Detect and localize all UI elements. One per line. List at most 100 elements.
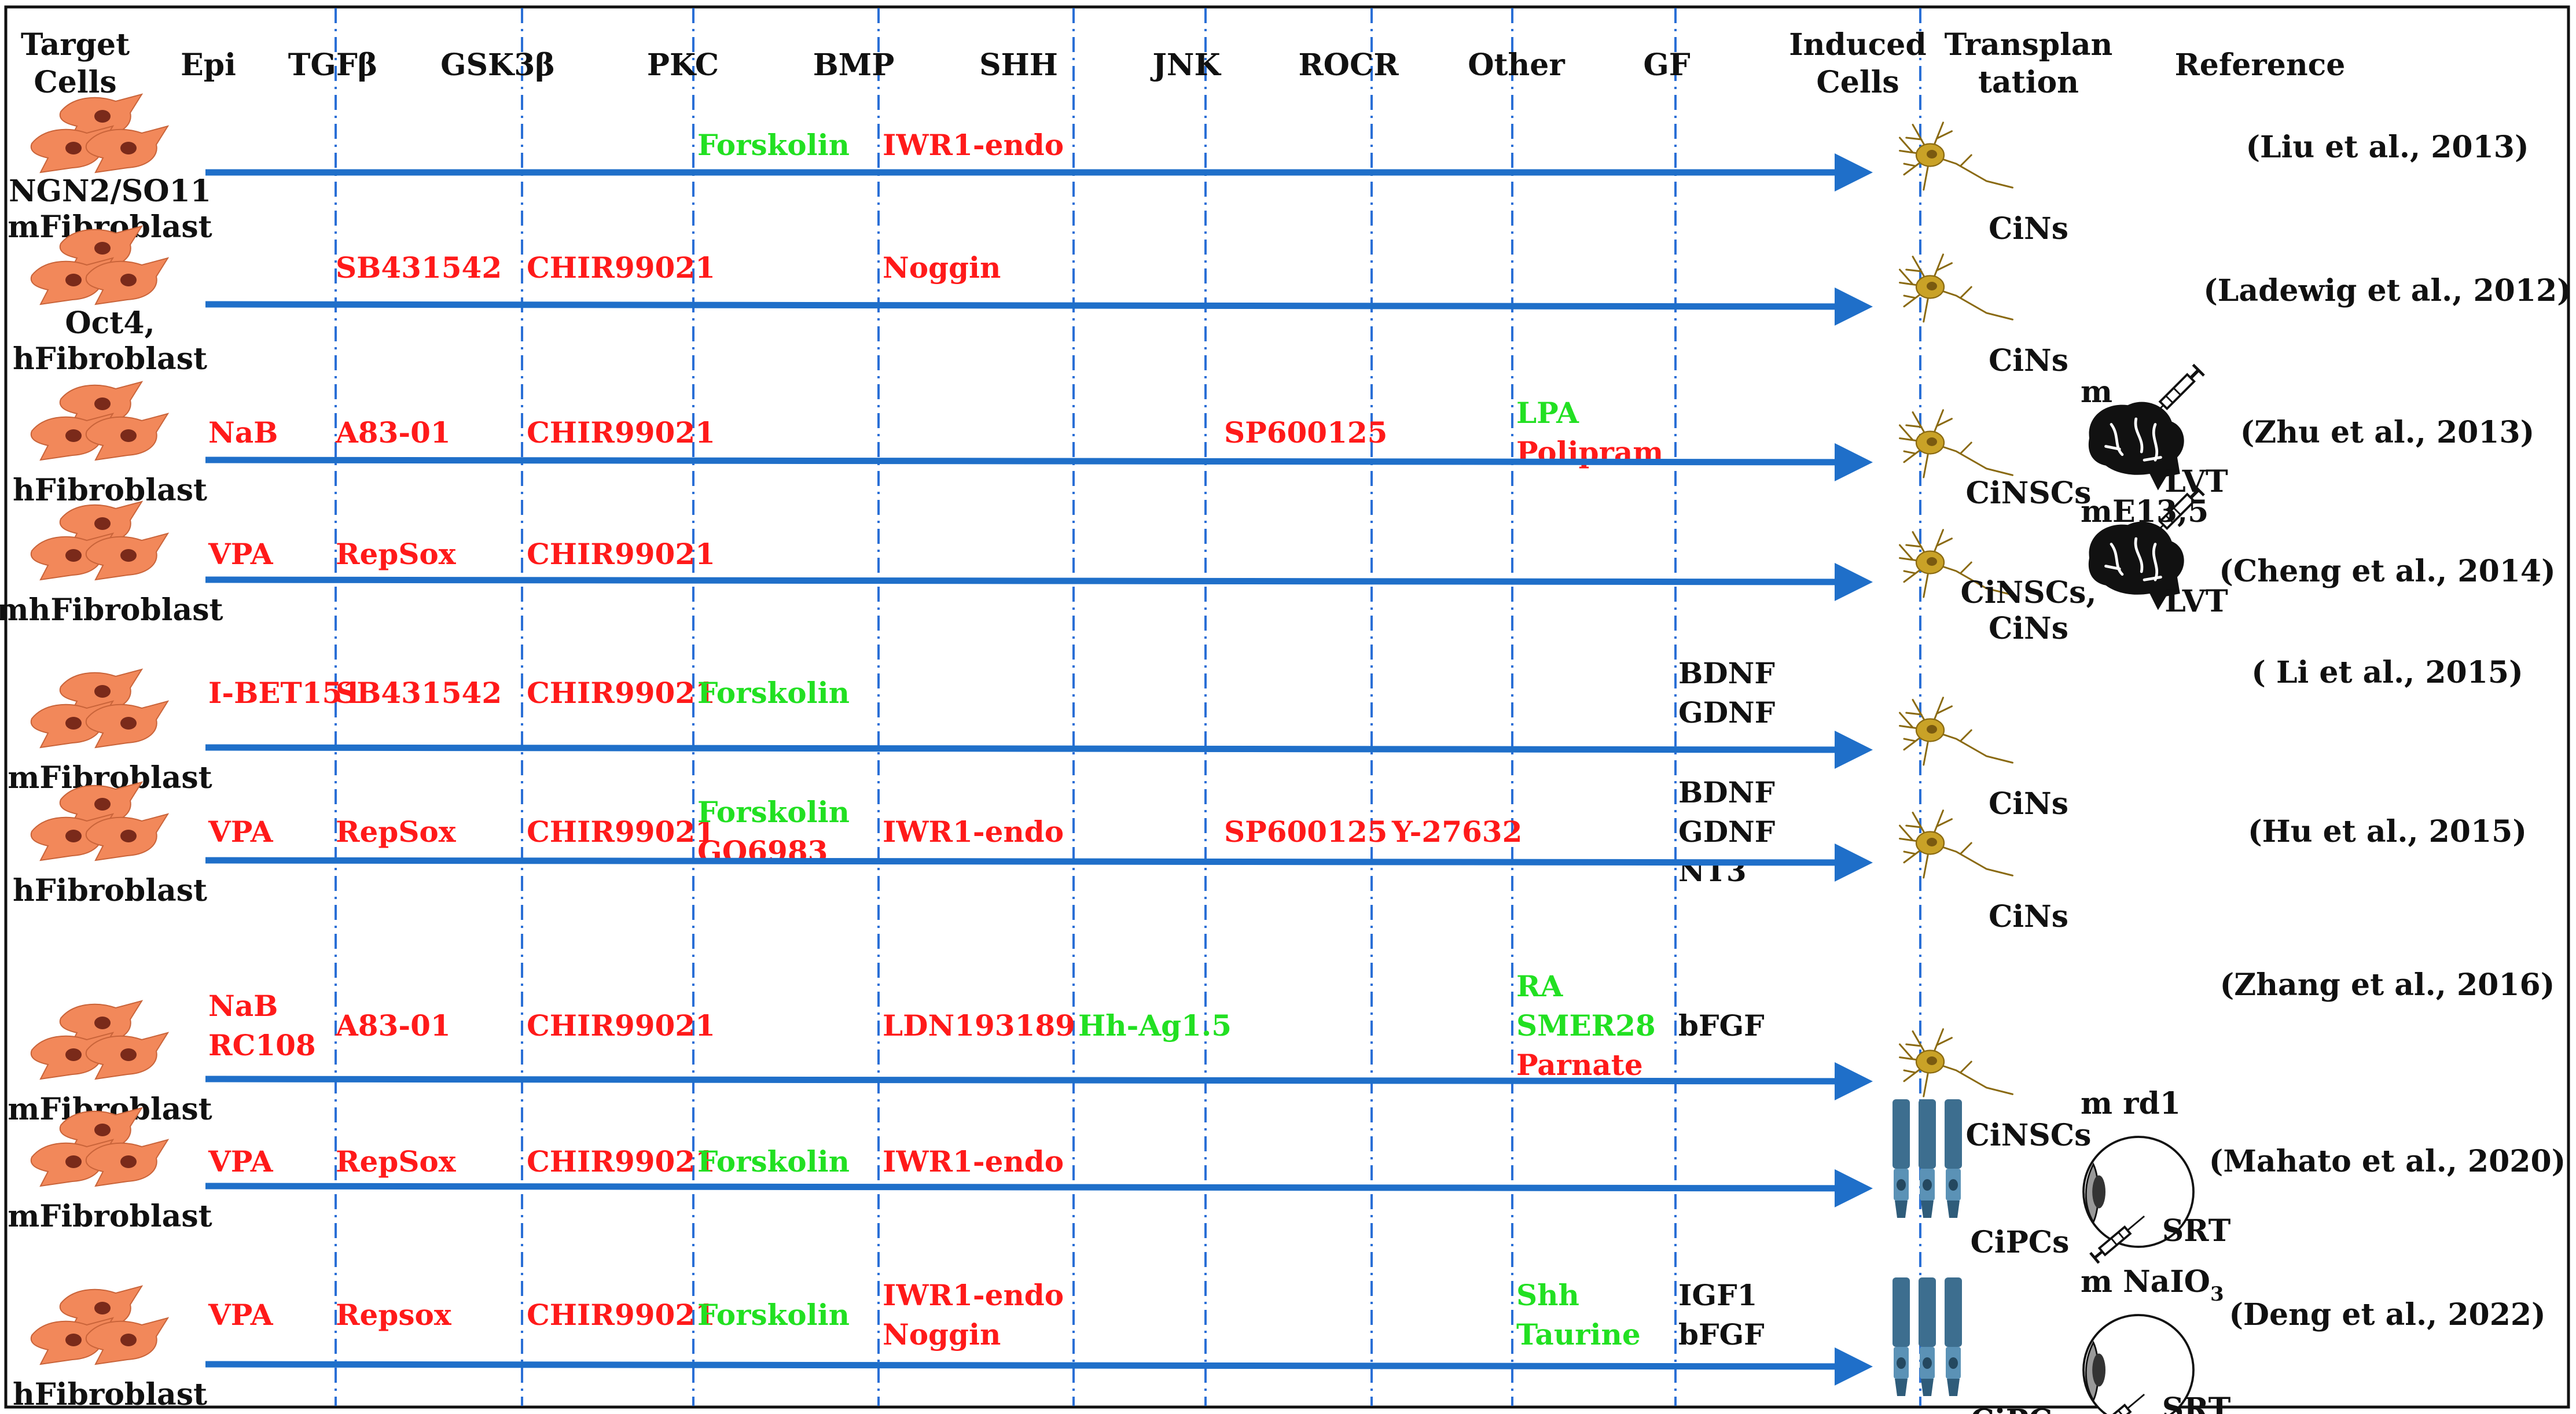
reference-citation: ( Li et al., 2015) — [2251, 655, 2523, 690]
conversion-arrow — [205, 730, 1873, 769]
header-reference: Reference — [2175, 47, 2346, 83]
reference-citation: (Zhang et al., 2016) — [2220, 967, 2555, 1003]
target-cell-label: hFibroblast — [13, 341, 207, 377]
photoreceptor-icon — [1893, 1277, 1962, 1396]
induced-cell-label: CiNs — [1989, 786, 2068, 822]
header-induced: Induced — [1789, 27, 1926, 62]
compound-epi: VPA — [208, 815, 274, 849]
header-pkc: PKC — [647, 47, 719, 83]
transplant-site-label: SRT — [2162, 1213, 2231, 1249]
target-cell-label: hFibroblast — [13, 473, 207, 508]
conversion-arrow — [205, 1062, 1873, 1100]
row-4: mhFibroblast VPA RepSox CHIR99021 CiNSCs,CiN… — [0, 484, 2556, 646]
fibroblast-cluster-icon — [30, 94, 168, 173]
compound-tgfb: A83-01 — [335, 415, 451, 450]
target-cell-label: hFibroblast — [13, 873, 207, 908]
compound-bmp: IWR1-endo — [883, 128, 1064, 162]
reference-citation: (Hu et al., 2015) — [2248, 814, 2527, 849]
compound-bmp: Noggin — [883, 1317, 1001, 1352]
compound-tgfb: SB431542 — [336, 676, 502, 710]
reference-citation: (Zhu et al., 2013) — [2240, 415, 2535, 450]
induced-cell-label: CiNSCs, — [1961, 575, 2097, 610]
compound-gsk3b: CHIR99021 — [527, 1008, 715, 1043]
photoreceptor-icon — [1893, 1099, 1962, 1218]
transplant-site-label: SRT — [2162, 1391, 2231, 1414]
conversion-arrow — [205, 1169, 1873, 1207]
compound-tgfb: RepSox — [336, 537, 457, 571]
neuron-icon — [1899, 121, 2013, 191]
induced-cell-label: CiPCs — [1971, 1403, 2070, 1414]
compound-gf: GDNF — [1678, 695, 1775, 730]
fibroblast-cluster-icon — [30, 669, 168, 748]
conversion-arrow — [205, 443, 1873, 481]
compound-bmp: IWR1-endo — [883, 815, 1064, 849]
conversion-arrow — [205, 843, 1873, 882]
compound-pkc: Forskolin — [697, 1298, 850, 1332]
transplant-host-label: m NaIO3 — [2081, 1264, 2224, 1306]
induced-cell-label: CiNSCs — [1966, 1118, 2092, 1153]
header-shh: SHH — [979, 47, 1058, 83]
compound-tgfb: A83-01 — [335, 1008, 451, 1043]
reference-citation: (Mahato et al., 2020) — [2209, 1144, 2566, 1179]
induced-cell-label: CiNSCs — [1966, 476, 2092, 511]
compound-epi: NaB — [208, 989, 278, 1023]
neuron-icon — [1899, 409, 2013, 478]
header-target: Target — [21, 27, 130, 62]
header-tgfb: TGFβ — [288, 47, 378, 83]
header-transplantation: Transplan — [1945, 27, 2113, 62]
compound-pkc: Forskolin — [697, 128, 850, 162]
fibroblast-cluster-icon — [30, 381, 168, 461]
compound-gf: BDNF — [1678, 775, 1775, 809]
conversion-arrow — [205, 562, 1873, 601]
header-other: Other — [1468, 47, 1565, 83]
induced-cell-label: CiNs — [1989, 211, 2068, 246]
header-epi: Epi — [181, 47, 236, 83]
header-transplantation: tation — [1978, 65, 2079, 100]
induced-cell-label: CiPCs — [1971, 1225, 2070, 1260]
compound-bmp: IWR1-endo — [883, 1278, 1064, 1312]
transplant-site-label: LVT — [2165, 584, 2228, 619]
transplant-host-label: mE13,5 — [2081, 494, 2208, 529]
compound-epi: NaB — [208, 415, 278, 450]
compound-bmp: LDN193189 — [883, 1008, 1075, 1043]
fibroblast-cluster-icon — [30, 1286, 168, 1365]
compound-gsk3b: CHIR99021 — [527, 1298, 715, 1332]
row-2: Oct4,hFibroblast SB431542 CHIR99021 Noggin C… — [13, 226, 2571, 378]
compound-epi: VPA — [208, 537, 274, 571]
header-jnk: JNK — [1150, 47, 1221, 83]
reference-citation: (Deng et al., 2022) — [2229, 1297, 2545, 1332]
target-cell-label: mhFibroblast — [0, 592, 223, 628]
compound-tgfb: RepSox — [336, 815, 457, 849]
target-cell-label: Oct4, — [65, 305, 155, 341]
reference-citation: (Ladewig et al., 2012) — [2203, 273, 2571, 308]
compound-gf: BDNF — [1678, 656, 1775, 690]
compound-epi: I-BET151 — [208, 676, 362, 710]
compound-bmp: Noggin — [883, 251, 1001, 285]
compound-pkc: Forskolin — [697, 676, 850, 710]
conversion-arrow — [205, 1347, 1873, 1386]
compound-tgfb: SB431542 — [336, 251, 502, 285]
header-rocr: ROCR — [1298, 47, 1399, 83]
transplant-host-label: m rd1 — [2081, 1086, 2181, 1121]
compound-gsk3b: CHIR99021 — [527, 815, 715, 849]
neuron-icon — [1899, 253, 2013, 323]
header-target: Cells — [34, 65, 116, 100]
compound-gf: GDNF — [1678, 815, 1775, 849]
induced-cell-label: CiNs — [1989, 611, 2068, 646]
reference-citation: (Cheng et al., 2014) — [2219, 554, 2555, 589]
induced-cell-label: CiNs — [1989, 899, 2068, 934]
compound-rocr: Y-27632 — [1391, 815, 1522, 849]
compound-jnk: SP600125 — [1224, 815, 1387, 849]
transplant-host-label: m — [2081, 374, 2112, 410]
compound-gsk3b: CHIR99021 — [527, 676, 715, 710]
target-cell-label: NGN2/SO11 — [9, 174, 211, 209]
compound-epi: VPA — [208, 1144, 274, 1179]
target-cell-label: hFibroblast — [13, 1377, 207, 1412]
compound-epi: RC108 — [208, 1028, 316, 1062]
compound-other: LPA — [1516, 396, 1579, 430]
